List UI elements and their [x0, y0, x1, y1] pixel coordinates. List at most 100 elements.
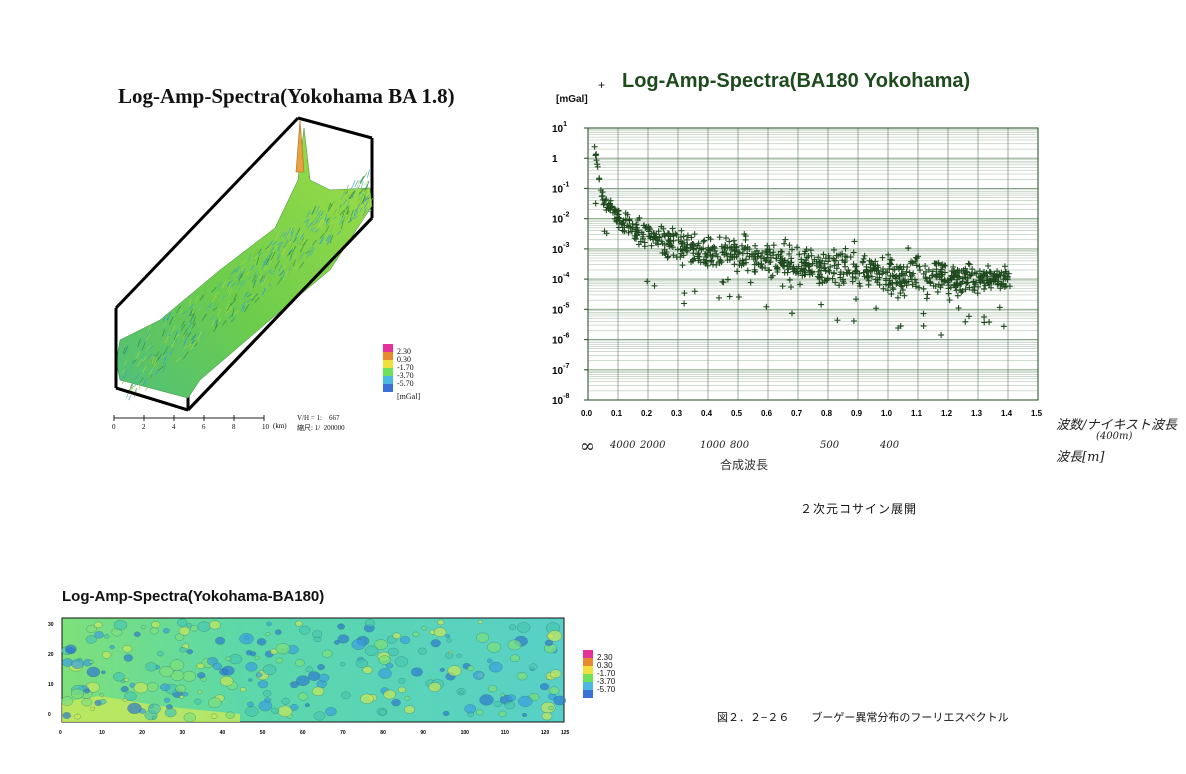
scatter-point: [634, 217, 641, 224]
scatter-point: [981, 286, 988, 292]
scatter-point: [713, 261, 720, 268]
scatter-point: [782, 236, 789, 243]
surface-texture-stroke: [304, 218, 310, 224]
heatmap-contour-blob: [123, 654, 134, 662]
scatter-point: [688, 234, 695, 241]
surface-texture-stroke: [299, 262, 305, 269]
heatmap-contour-blob: [73, 713, 82, 720]
scatter-point: [768, 274, 775, 281]
surface-texture-stroke: [317, 210, 322, 217]
heatmap-contour-blob: [94, 631, 104, 639]
surface-texture-stroke: [276, 249, 281, 259]
surface-texture-stroke: [355, 180, 360, 190]
heatmap-x-tick-label: 110: [501, 730, 509, 736]
scatter-point: [886, 282, 893, 288]
surface-texture-stroke: [157, 365, 163, 371]
scatter-point: [998, 269, 1005, 276]
surface-texture-stroke: [188, 321, 193, 329]
scatter-point: [680, 252, 687, 259]
scatter-point: [817, 258, 824, 265]
surface-texture-stroke: [311, 226, 317, 233]
surface-texture-stroke: [284, 234, 289, 240]
surface-texture-stroke: [290, 227, 294, 235]
heatmap-contour-blob: [169, 659, 185, 671]
scatter-point: [836, 282, 843, 289]
wavelength-label: 4000: [610, 440, 636, 451]
scatter-point: [965, 260, 972, 267]
surface-texture-stroke: [345, 218, 350, 224]
surface-texture-stroke: [299, 235, 304, 240]
heatmap-contour-blob: [488, 661, 503, 673]
scatter-point: [731, 241, 738, 248]
scatter-point: [752, 242, 759, 249]
scatter-point: [798, 256, 805, 263]
legend-label: 0.30: [597, 661, 613, 670]
surface-texture-stroke: [147, 353, 153, 360]
heatmap-contour-blob: [62, 712, 72, 719]
heatmap-contour-blob: [66, 647, 76, 655]
scatter-point: [641, 239, 648, 246]
scatter-point: [665, 230, 672, 237]
surface-texture-stroke: [137, 338, 141, 348]
heatmap-contour-blob: [399, 636, 411, 645]
heatmap-contour-blob: [86, 624, 97, 634]
surface-texture-stroke: [253, 293, 259, 298]
heatmap-contour-blob: [151, 621, 161, 629]
surface-texture-stroke: [261, 277, 267, 286]
surface-texture-stroke: [182, 333, 186, 340]
scatter-point: [888, 291, 895, 297]
surface-texture-stroke: [227, 306, 233, 313]
heatmap-contour-blob: [337, 634, 350, 644]
surface-texture-stroke: [303, 217, 307, 222]
surface-texture-stroke: [138, 378, 143, 385]
surface-texture-stroke: [147, 325, 151, 335]
scatter-point: [851, 238, 858, 245]
surface-texture-stroke: [152, 361, 158, 369]
legend-swatch: [383, 344, 393, 352]
surface-texture-stroke: [126, 355, 131, 361]
scatter-point: [638, 229, 645, 236]
scatter-point: [804, 254, 810, 261]
surface-texture-stroke: [338, 216, 344, 226]
scatter-point: [952, 271, 959, 278]
scatter-point: [691, 255, 698, 262]
surface-texture-stroke: [345, 205, 350, 210]
surface-texture-stroke: [314, 216, 318, 221]
scatter-point: [957, 281, 964, 287]
heatmap-contour-blob: [141, 625, 146, 630]
scatter-point: [820, 251, 827, 258]
legend-swatch: [583, 674, 593, 682]
scatter-point: [861, 252, 868, 259]
scatter-point: [924, 291, 931, 298]
surface-texture-stroke: [148, 368, 154, 375]
scatter-point: [853, 263, 860, 270]
scatter-point: [746, 253, 753, 260]
surface-texture-stroke: [162, 329, 165, 337]
scatter-point: [616, 217, 623, 224]
scatter-point: [853, 268, 860, 275]
scatter-point: [975, 283, 982, 290]
scatter-point: [898, 283, 905, 290]
surface-texture-stroke: [261, 261, 266, 270]
heatmap-contour-blob: [476, 709, 484, 716]
scatter-x-tick-label: 0.5: [731, 409, 743, 418]
scatter-point: [900, 287, 906, 293]
cosine-caption: ２次元コサイン展開: [800, 502, 918, 516]
scatter-point: [916, 284, 923, 291]
scatter-point: [592, 151, 599, 158]
surface-texture-stroke: [175, 305, 182, 314]
scatter-point: [781, 240, 788, 247]
legend-swatch: [583, 682, 593, 690]
heatmap-contour-blob: [164, 707, 177, 718]
scatter-point: [818, 267, 825, 274]
scatter-point: [831, 262, 838, 269]
heatmap-contour-blob: [364, 645, 379, 657]
scatter-point: [593, 157, 600, 164]
surface-texture-stroke: [240, 273, 244, 279]
surface-texture-stroke: [364, 180, 369, 186]
scatter-point: [999, 280, 1006, 287]
scatter-point: [832, 279, 839, 286]
surface-texture-stroke: [346, 201, 350, 209]
scatter-point: [670, 252, 677, 259]
scatter-y-tick-label: 1: [552, 154, 558, 165]
